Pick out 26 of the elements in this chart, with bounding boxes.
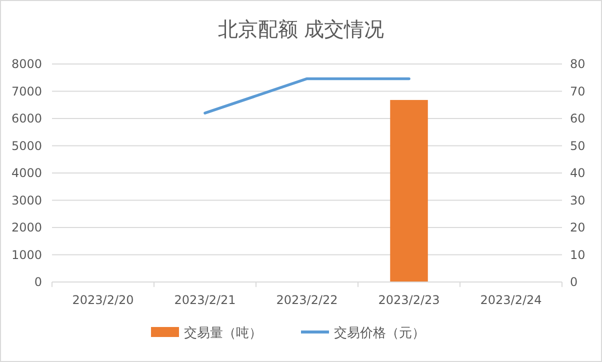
y2-tick-label: 20 xyxy=(570,220,586,234)
y2-tick-label: 60 xyxy=(570,112,586,126)
y-tick-label: 6000 xyxy=(11,112,42,126)
x-tick-label: 2023/2/20 xyxy=(72,293,134,307)
y2-tick-label: 40 xyxy=(570,166,586,180)
legend-label: 交易量（吨） xyxy=(184,325,262,341)
y-tick-label: 3000 xyxy=(11,193,42,208)
y2-tick-label: 0 xyxy=(570,275,578,289)
y-tick-label: 7000 xyxy=(11,84,42,98)
y2-tick-label: 10 xyxy=(570,248,586,262)
y2-tick-label: 80 xyxy=(570,57,586,71)
y2-tick-label: 70 xyxy=(570,84,586,98)
y2-tick-label: 50 xyxy=(570,138,586,153)
x-tick-label: 2023/2/23 xyxy=(378,293,440,307)
legend-label: 交易价格（元） xyxy=(334,325,425,341)
x-tick-label: 2023/2/24 xyxy=(480,293,542,307)
y-tick-label: 8000 xyxy=(11,57,42,71)
y-tick-label: 1000 xyxy=(11,248,42,262)
y-tick-label: 4000 xyxy=(11,166,42,180)
x-tick-label: 2023/2/21 xyxy=(174,293,236,307)
y-tick-label: 2000 xyxy=(11,220,42,234)
y-tick-label: 0 xyxy=(34,275,42,289)
chart-title: 北京配额 成交情况 xyxy=(218,17,384,41)
y2-tick-label: 30 xyxy=(570,193,586,208)
y-tick-label: 5000 xyxy=(11,138,42,153)
x-tick-label: 2023/2/22 xyxy=(276,293,338,307)
